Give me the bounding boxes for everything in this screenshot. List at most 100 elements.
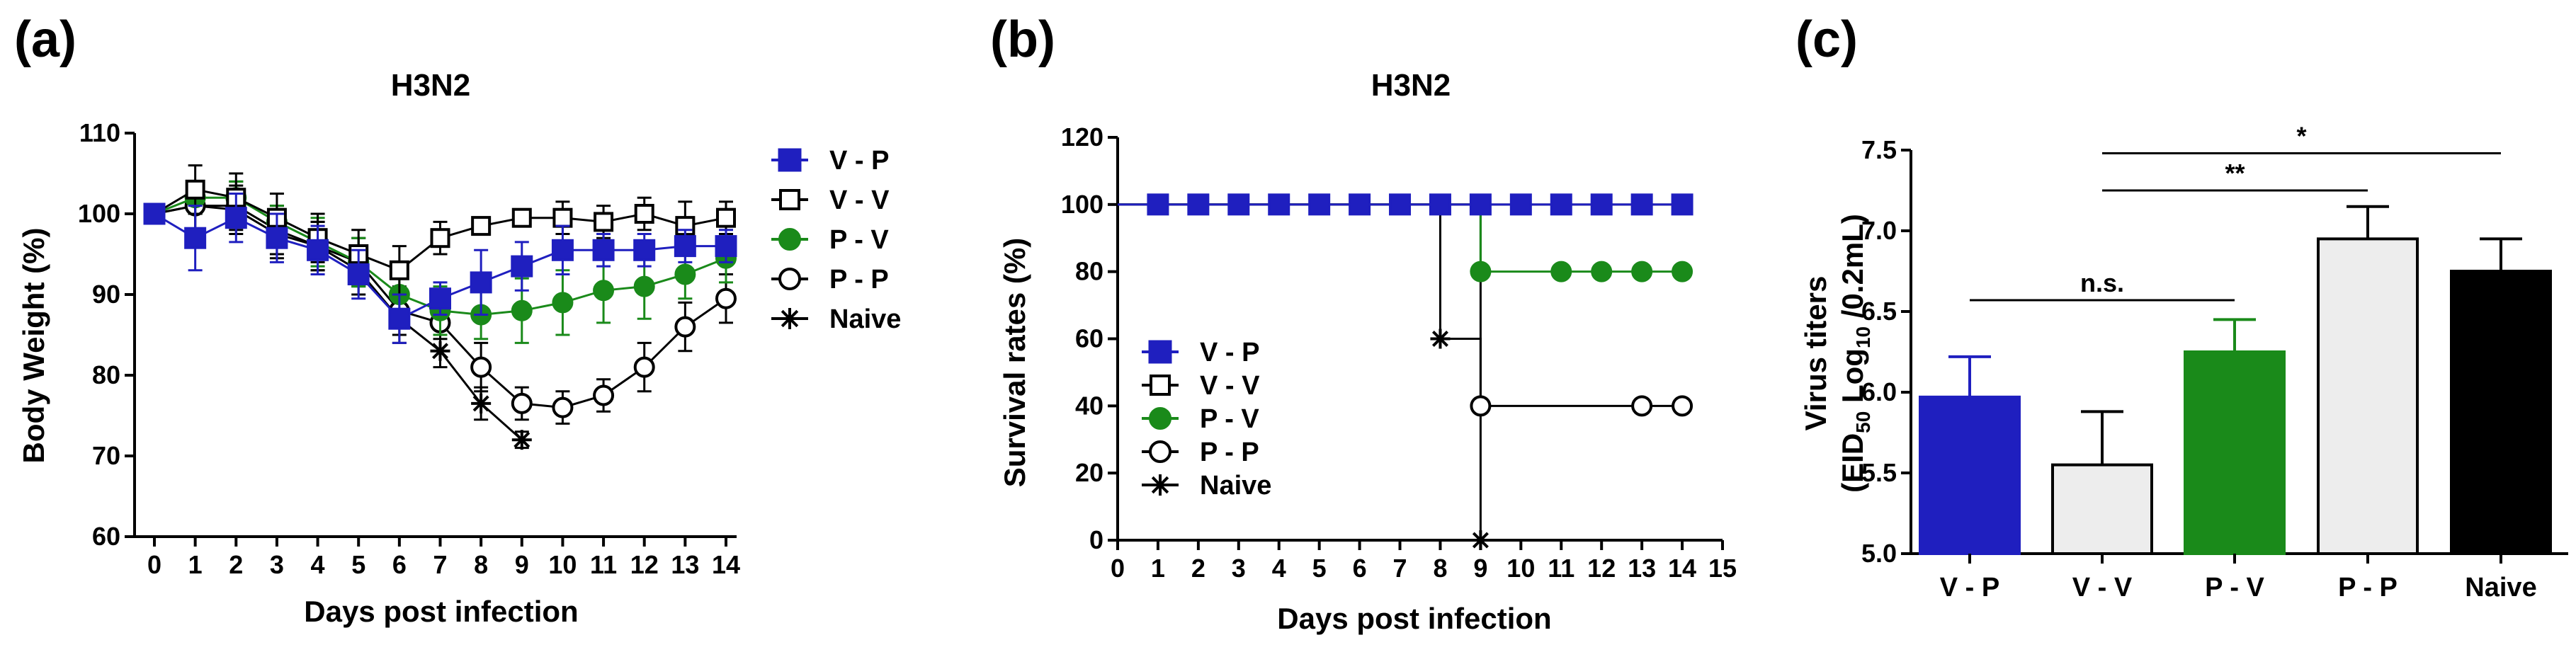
panel-c-ylabel-line2: (EID50 Log10 /0.2mL) — [1836, 214, 1874, 493]
panel-a-line-naive — [154, 205, 523, 441]
panel-b-point-v-p-1-100-shape — [1147, 193, 1169, 216]
panel-a-point-v-v-9-shape — [511, 207, 532, 228]
panel-a-point-naive-9-stroke-3 — [514, 431, 530, 448]
panel-a-point-v-v-11-shape — [594, 212, 614, 232]
panel-a-point-p-p-12 — [633, 356, 655, 378]
panel-a-point-v-v-12 — [634, 204, 654, 224]
panel-a-ytick-label-60: 60 — [92, 522, 120, 551]
panel-a-xtick-label-0: 0 — [147, 550, 161, 579]
panel-a-point-v-v-14 — [716, 207, 736, 228]
panel-b-ytick-label-120: 120 — [1061, 122, 1103, 152]
panel-a-xtick-label-11: 11 — [590, 550, 617, 579]
panel-a-label: (a) — [14, 11, 76, 68]
panel-a-point-v-v-9 — [511, 207, 532, 228]
panel-a-legend-marker-v-v — [779, 189, 800, 210]
panel-b-series-p-v — [1118, 203, 1693, 282]
panel-b-legend-marker-v-p-shape — [1148, 340, 1172, 364]
panel-b-legend-label-v-p: V - P — [1200, 338, 1259, 367]
panel-a-point-v-p-2 — [225, 207, 247, 229]
panel-b-legend-label-naive: Naive — [1200, 471, 1271, 501]
panel-a-point-naive-8-stroke-3 — [472, 395, 489, 412]
panel-b-series-naive — [1118, 203, 1491, 550]
panel-b-point-p-p-13-40 — [1631, 395, 1653, 417]
panel-b-legend-marker-v-p — [1148, 340, 1172, 364]
panel-a-xtick-label-8: 8 — [474, 550, 488, 579]
panel-a-xtick-label-5: 5 — [351, 550, 365, 579]
panel-a-point-v-v-7 — [430, 228, 450, 248]
panel-b-legend-marker-v-v — [1150, 375, 1171, 396]
panel-a-point-v-p-12 — [633, 239, 656, 261]
panel-a-point-p-v-13-shape — [674, 263, 696, 285]
panel-c-bar-p-p — [2317, 237, 2419, 555]
panel-b-legend-marker-v-v-shape — [1150, 375, 1171, 396]
panel-b-xtick-label-2: 2 — [1191, 554, 1205, 583]
panel-b-xtick-label-12: 12 — [1587, 554, 1616, 583]
panel-a-legend-marker-naive-stroke-3 — [781, 309, 799, 328]
panel-b-ytick-label-100: 100 — [1061, 190, 1103, 219]
panel-b-xtick-label-4: 4 — [1272, 554, 1286, 583]
panel-c-bars: V - P V - V P - V P - P Naive — [1919, 205, 2552, 602]
panel-a-point-v-v-14-shape — [716, 207, 736, 228]
panel-c-label: (c) — [1795, 11, 1858, 68]
panel-a-point-v-p-0 — [143, 202, 166, 225]
panel-a-legend-item-naive: Naive — [771, 304, 901, 334]
panel-b-point-p-p-14-40 — [1672, 395, 1693, 417]
panel-b-xtick-label-7: 7 — [1393, 554, 1407, 583]
panel-a-point-v-p-8-shape — [470, 271, 492, 294]
panel-a-point-p-p-14 — [715, 287, 737, 309]
panel-b-point-p-p-14-40-shape — [1672, 395, 1693, 417]
panel-a-point-naive-7 — [430, 341, 450, 361]
panel-a-legend-item-p-v: P - V — [771, 225, 889, 255]
panel-a-point-v-v-1-shape — [185, 179, 205, 200]
panel-a-point-v-p-9-shape — [511, 255, 533, 278]
panel-b-point-naive-8-60 — [1430, 328, 1451, 349]
panel-b-point-v-p-14-100-shape — [1671, 193, 1693, 216]
panel-c: (c) 5.0 5.5 6.0 6.5 7.0 7.5 V - P V - V P - V P … — [1795, 11, 2568, 602]
panel-a-point-v-p-0-shape — [143, 202, 166, 225]
panel-a-point-v-p-6 — [388, 307, 411, 330]
panel-a-point-v-v-8-shape — [471, 216, 492, 236]
panel-b-point-p-p-13-40-shape — [1631, 395, 1653, 417]
panel-a-series-v-p — [143, 193, 737, 344]
panel-a-xtick-label-9: 9 — [515, 550, 529, 579]
panel-b-point-naive-8-60-stroke-3 — [1431, 331, 1448, 347]
panel-a-point-v-p-3 — [266, 227, 288, 249]
panel-b-legend: V - P V - VP - V P - P Naive — [1142, 338, 1271, 501]
panel-c-ytick-label-6-0: 6.0 — [1861, 377, 1897, 406]
panel-b-point-v-p-8-100-shape — [1429, 193, 1451, 216]
panel-b-legend-item-naive: Naive — [1142, 471, 1271, 501]
panel-a-legend-marker-v-p-shape — [778, 148, 802, 172]
panel-b-legend-item-p-p: P - P — [1142, 438, 1259, 467]
panel-c-xtick-label-p-p: P - P — [2338, 573, 2398, 602]
panel-b-point-naive-9-0 — [1470, 530, 1491, 550]
panel-a-ytick-label-110: 110 — [79, 118, 120, 147]
panel-a-point-v-p-6-shape — [388, 307, 411, 330]
panel-b-xtick-label-1: 1 — [1151, 554, 1165, 583]
panel-c-xtick-label-v-p: V - P — [1940, 573, 1999, 602]
panel-a-legend: V - P V - V P - V P - P Naive — [771, 146, 901, 334]
panel-a-point-v-p-9 — [511, 255, 533, 278]
panel-b-point-v-p-5-100-shape — [1308, 193, 1331, 216]
panel-a-point-naive-9 — [511, 430, 532, 450]
panel-b-legend-item-v-v: V - V — [1142, 371, 1260, 401]
panel-b-legend-item-v-p: V - P — [1142, 338, 1259, 367]
panel-b-point-v-p-11-100 — [1550, 193, 1572, 216]
panel-a-point-v-v-11 — [594, 212, 614, 232]
panel-a-xtick-label-14: 14 — [712, 550, 740, 579]
panel-c-sig-label-1: ** — [2225, 159, 2245, 188]
panel-b-point-p-v-14-80 — [1672, 261, 1693, 282]
panel-b-xtick-label-13: 13 — [1628, 554, 1656, 583]
panel-a-legend-marker-naive — [779, 308, 800, 329]
panel-a-point-v-v-6 — [389, 260, 409, 280]
panel-b-point-v-p-14-100 — [1671, 193, 1693, 216]
panel-c-bar-group-naive: Naive — [2450, 237, 2552, 602]
panel-b-legend-item-p-v: P - V — [1142, 404, 1259, 434]
panel-a-point-v-v-7-shape — [430, 228, 450, 248]
panel-a-point-p-p-12-shape — [633, 356, 655, 378]
panel-a-point-v-p-1-shape — [184, 227, 207, 249]
panel-a-point-p-p-9-shape — [511, 392, 533, 414]
panel-b-ytick-label-0: 0 — [1089, 525, 1103, 554]
panel-a-point-p-v-10-shape — [552, 292, 574, 314]
panel-b-point-v-p-6-100-shape — [1349, 193, 1371, 216]
